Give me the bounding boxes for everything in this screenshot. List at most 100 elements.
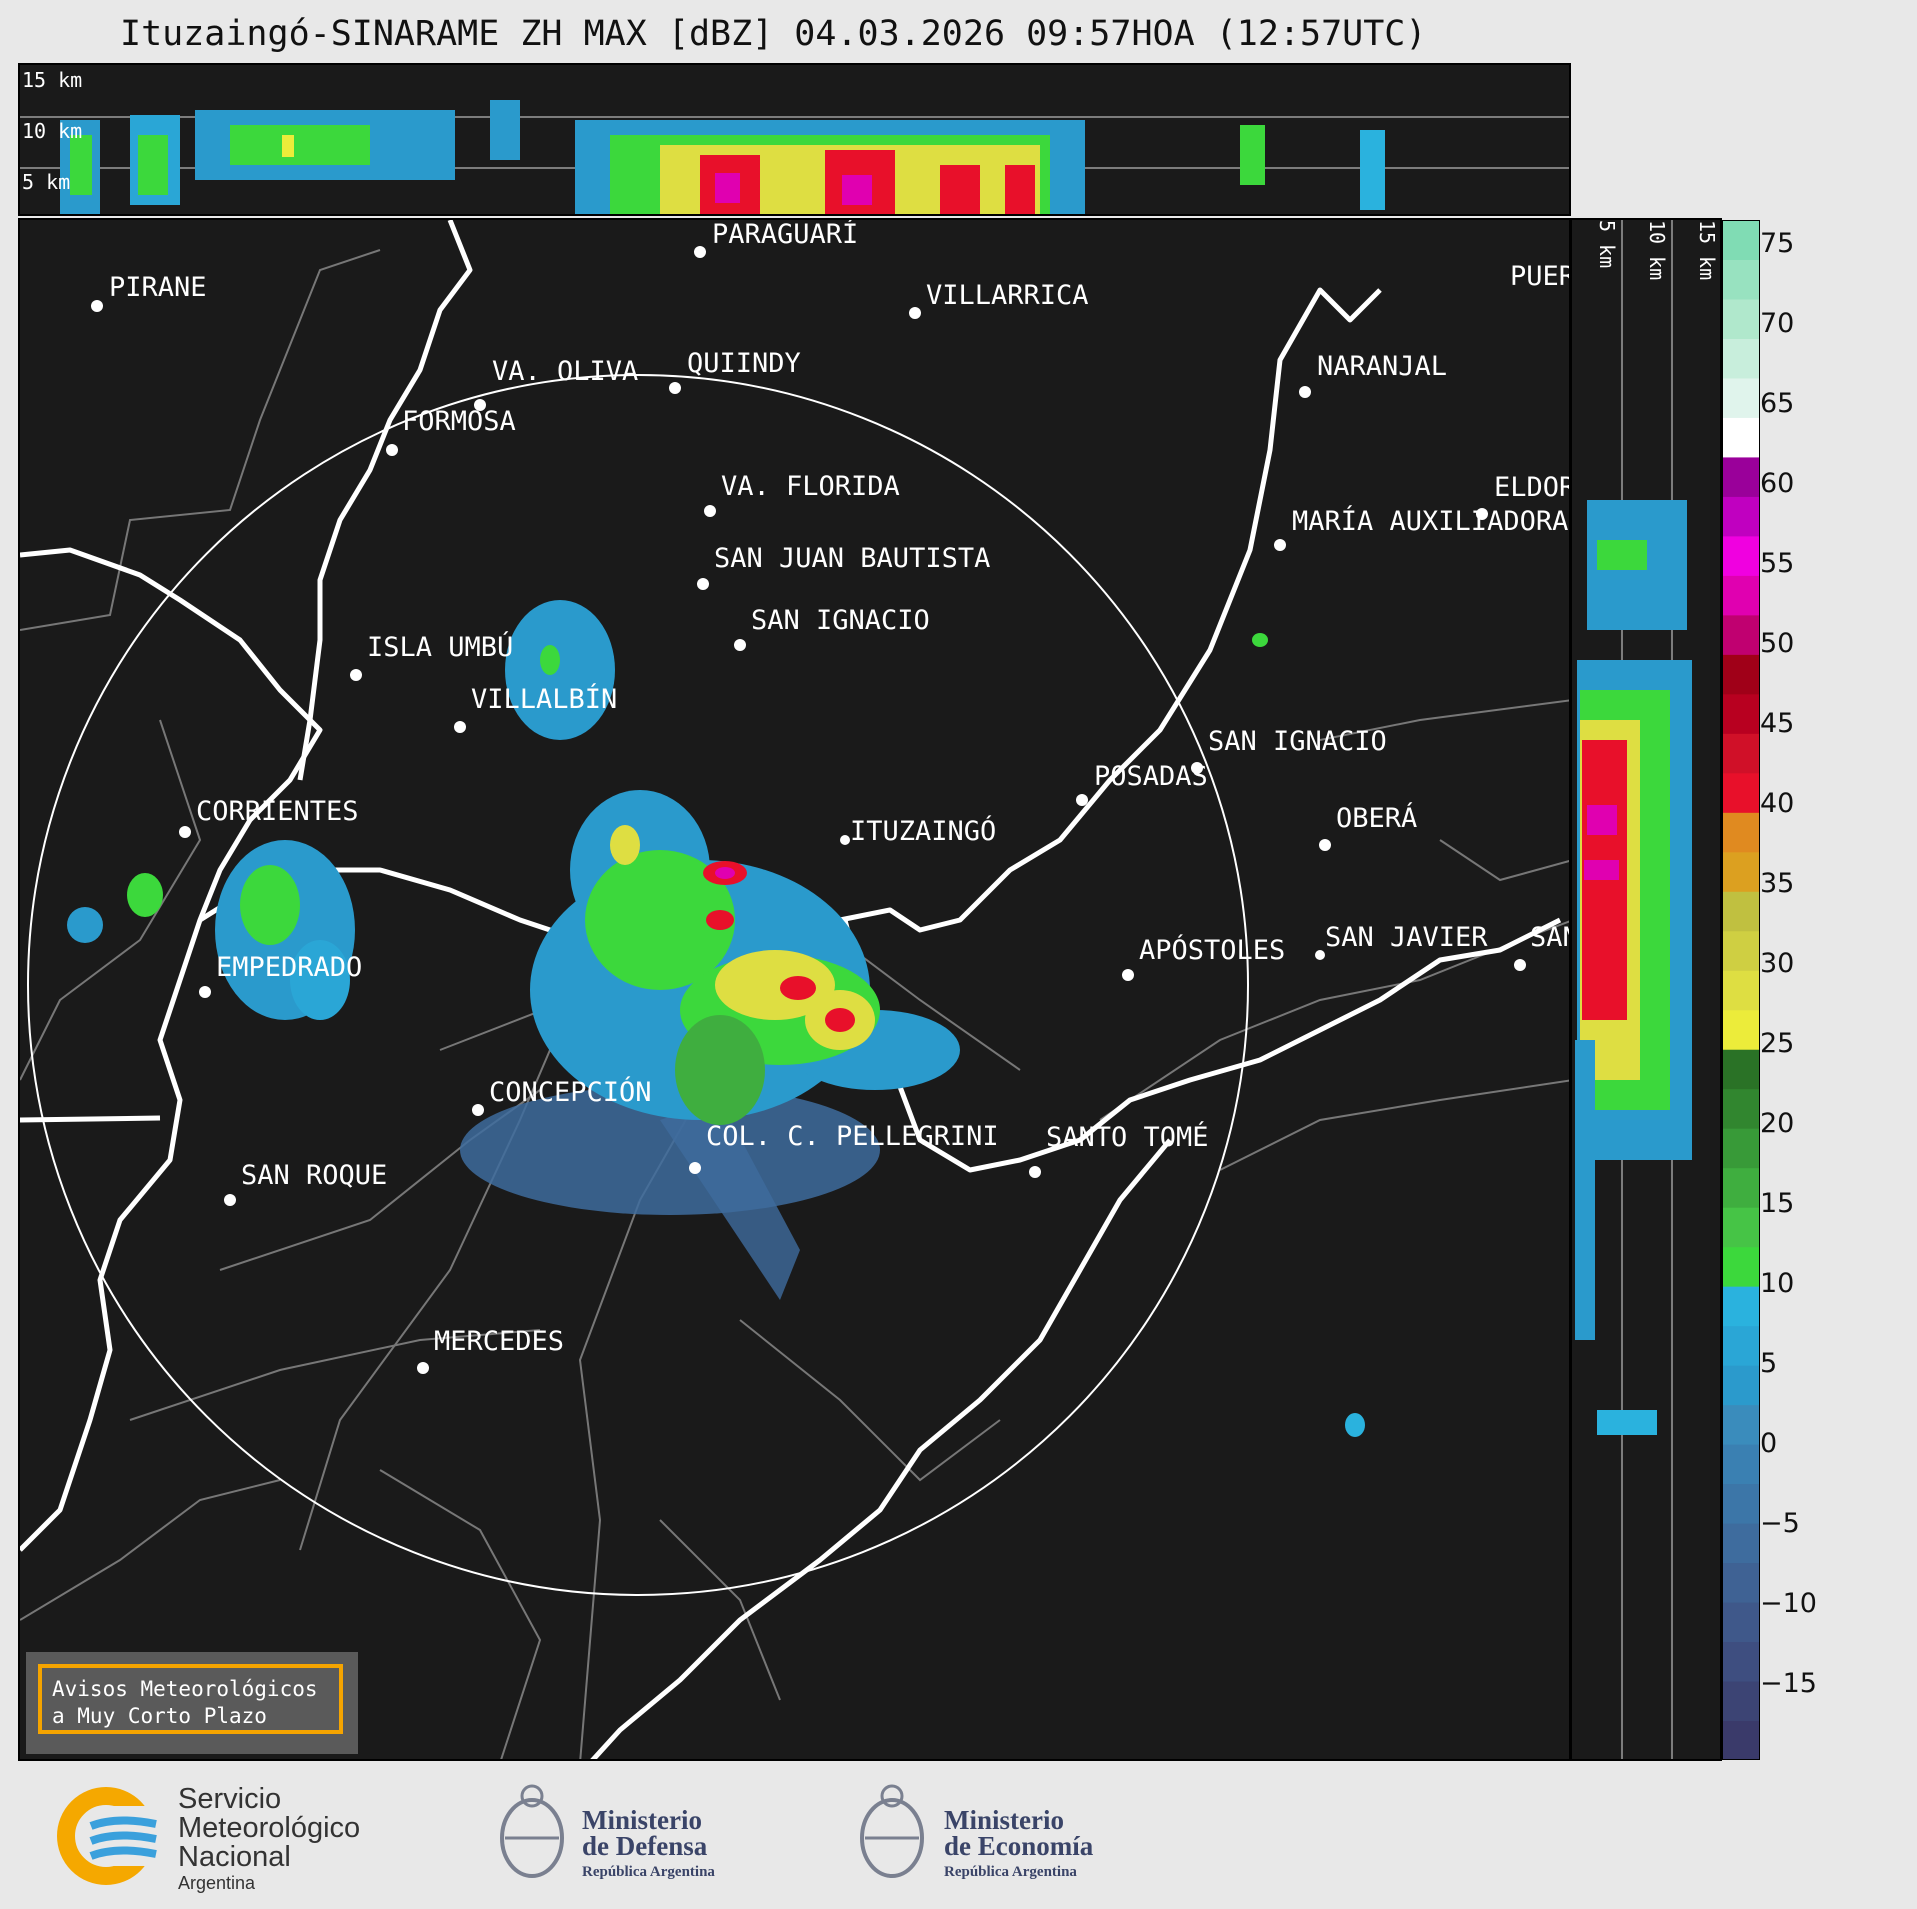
colorbar-swatch bbox=[1722, 1167, 1760, 1208]
colorbar-swatch bbox=[1722, 1088, 1760, 1129]
svg-text:PARAGUARÍ: PARAGUARÍ bbox=[712, 220, 858, 250]
colorbar-swatch bbox=[1722, 259, 1760, 300]
colorbar-tick-label: 0 bbox=[1760, 1428, 1778, 1459]
colorbar-tick-label: 65 bbox=[1760, 388, 1795, 419]
aviso-link[interactable]: Avisos Meteorológicos a Muy Corto Plazo bbox=[38, 1664, 343, 1734]
radar-map-panel: PARAGUARÍ PIRANE VILLARRICA VA. OLIVA QU… bbox=[18, 218, 1571, 1761]
aviso-box bbox=[26, 1652, 358, 1754]
colorbar-swatch bbox=[1722, 1325, 1760, 1366]
place-maria-auxiliadora: MARÍA AUXILIADORA bbox=[1274, 505, 1568, 551]
colorbar-tick-label: −5 bbox=[1760, 1508, 1800, 1539]
place-apostoles: APÓSTOLES bbox=[1122, 934, 1285, 981]
colorbar-swatch bbox=[1722, 298, 1760, 339]
colorbar-swatch bbox=[1722, 1207, 1760, 1248]
place-corrientes: CORRIENTES bbox=[179, 796, 359, 838]
colorbar-tick-label: 25 bbox=[1760, 1028, 1795, 1059]
colorbar-tick-label: 35 bbox=[1760, 868, 1795, 899]
place-santo-tome: SANTO TOMÉ bbox=[1029, 1121, 1209, 1178]
svg-text:SAN: SAN bbox=[1530, 922, 1571, 953]
svg-text:POSADAS: POSADAS bbox=[1094, 761, 1208, 792]
radar-map: PARAGUARÍ PIRANE VILLARRICA VA. OLIVA QU… bbox=[20, 220, 1571, 1759]
place-col-c-pellegrini: COL. C. PELLEGRINI bbox=[689, 1121, 999, 1174]
colorbar-tick-label: 60 bbox=[1760, 468, 1795, 499]
colorbar-swatch bbox=[1722, 456, 1760, 497]
top-height-10: 10 km bbox=[22, 119, 82, 143]
colorbar-swatch bbox=[1722, 693, 1760, 734]
place-va-oliva: VA. OLIVA bbox=[474, 356, 638, 411]
place-puerto: PUERTO bbox=[1510, 261, 1571, 292]
place-villalbin: VILLALBÍN bbox=[454, 683, 617, 733]
colorbar-swatch bbox=[1722, 812, 1760, 853]
place-isla-umbu: ISLA UMBÚ bbox=[350, 631, 513, 681]
place-villarrica: VILLARRICA bbox=[909, 280, 1089, 319]
svg-text:EMPEDRADO: EMPEDRADO bbox=[216, 952, 362, 983]
place-paraguari: PARAGUARÍ bbox=[694, 220, 858, 258]
place-formosa: FORMOSA bbox=[386, 406, 516, 456]
aviso-line1: Avisos Meteorológicos bbox=[52, 1677, 318, 1701]
svg-text:SAN IGNACIO: SAN IGNACIO bbox=[751, 605, 930, 636]
place-eldorado: ELDORADO bbox=[1476, 472, 1571, 520]
colorbar-swatch bbox=[1722, 535, 1760, 576]
colorbar-tick-label: 20 bbox=[1760, 1108, 1795, 1139]
svg-text:CONCEPCIÓN: CONCEPCIÓN bbox=[489, 1076, 652, 1108]
colorbar-swatch bbox=[1722, 417, 1760, 458]
rivers bbox=[20, 220, 1562, 1759]
top-height-5: 5 km bbox=[22, 170, 70, 194]
svg-text:OBERÁ: OBERÁ bbox=[1336, 802, 1417, 834]
place-pirane: PIRANE bbox=[91, 272, 207, 312]
colorbar-tick-label: 5 bbox=[1760, 1348, 1778, 1379]
smn-name: Servicio Meteorológico Nacional Argentin… bbox=[178, 1783, 361, 1894]
colorbar-swatch bbox=[1722, 496, 1760, 537]
place-quiindy: QUIINDY bbox=[669, 348, 801, 394]
svg-text:PUERTO: PUERTO bbox=[1510, 261, 1571, 292]
svg-text:SAN ROQUE: SAN ROQUE bbox=[241, 1160, 387, 1191]
colorbar-tick-label: −15 bbox=[1760, 1668, 1817, 1699]
smn-logo-icon bbox=[57, 1787, 166, 1885]
colorbar-tick-label: 45 bbox=[1760, 708, 1795, 739]
place-san-roque: SAN ROQUE bbox=[224, 1160, 387, 1206]
svg-text:VA. FLORIDA: VA. FLORIDA bbox=[721, 471, 900, 502]
colorbar-swatch bbox=[1722, 654, 1760, 695]
colorbar-border bbox=[1722, 220, 1760, 1760]
place-obera: OBERÁ bbox=[1319, 802, 1417, 851]
svg-text:VA. OLIVA: VA. OLIVA bbox=[492, 356, 638, 387]
colorbar-swatch bbox=[1722, 1562, 1760, 1603]
colorbar-swatch bbox=[1722, 1523, 1760, 1564]
place-concepcion: CONCEPCIÓN bbox=[472, 1076, 652, 1116]
place-san: SAN bbox=[1514, 922, 1571, 971]
colorbar-swatch bbox=[1722, 1365, 1760, 1406]
top-height-15: 15 km bbox=[22, 68, 82, 92]
svg-text:SAN JUAN BAUTISTA: SAN JUAN BAUTISTA bbox=[714, 543, 990, 574]
colorbar-tick-label: 75 bbox=[1760, 228, 1795, 259]
side-height-15: 15 km bbox=[1695, 220, 1719, 280]
colorbar-swatch bbox=[1722, 1483, 1760, 1524]
colorbar-swatch bbox=[1722, 733, 1760, 774]
colorbar-swatch bbox=[1722, 1641, 1760, 1682]
svg-text:PIRANE: PIRANE bbox=[109, 272, 207, 303]
colorbar-tick-label: 40 bbox=[1760, 788, 1795, 819]
top-projection-graphic: 15 km 10 km 5 km bbox=[20, 68, 1569, 214]
colorbar bbox=[1722, 220, 1760, 1760]
page-title: Ituzaingó-SINARAME ZH MAX [dBZ] 04.03.20… bbox=[120, 14, 1427, 54]
defensa-shield-icon bbox=[500, 1784, 564, 1878]
colorbar-swatch bbox=[1722, 970, 1760, 1011]
range-ring bbox=[27, 374, 1249, 1596]
place-va-florida: VA. FLORIDA bbox=[704, 471, 900, 517]
svg-text:SAN JAVIER: SAN JAVIER bbox=[1325, 922, 1488, 953]
svg-text:VILLARRICA: VILLARRICA bbox=[926, 280, 1089, 311]
svg-text:QUIINDY: QUIINDY bbox=[687, 348, 801, 379]
colorbar-swatch bbox=[1722, 1049, 1760, 1090]
colorbar-swatch bbox=[1722, 851, 1760, 892]
svg-text:NARANJAL: NARANJAL bbox=[1317, 351, 1447, 382]
place-empedrado: EMPEDRADO bbox=[199, 952, 362, 998]
colorbar-swatch bbox=[1722, 614, 1760, 655]
colorbar-swatch bbox=[1722, 1602, 1760, 1643]
radar-echoes bbox=[67, 600, 1365, 1437]
place-posadas: POSADAS bbox=[1076, 761, 1208, 806]
top-echo-left bbox=[60, 100, 520, 214]
colorbar-tick-label: 30 bbox=[1760, 948, 1795, 979]
place-labels: PARAGUARÍ PIRANE VILLARRICA VA. OLIVA QU… bbox=[91, 220, 1571, 1374]
colorbar-swatch bbox=[1722, 930, 1760, 971]
svg-text:ELDORADO: ELDORADO bbox=[1494, 472, 1571, 503]
defensa-name: Ministerio de Defensa República Argentin… bbox=[582, 1805, 715, 1881]
